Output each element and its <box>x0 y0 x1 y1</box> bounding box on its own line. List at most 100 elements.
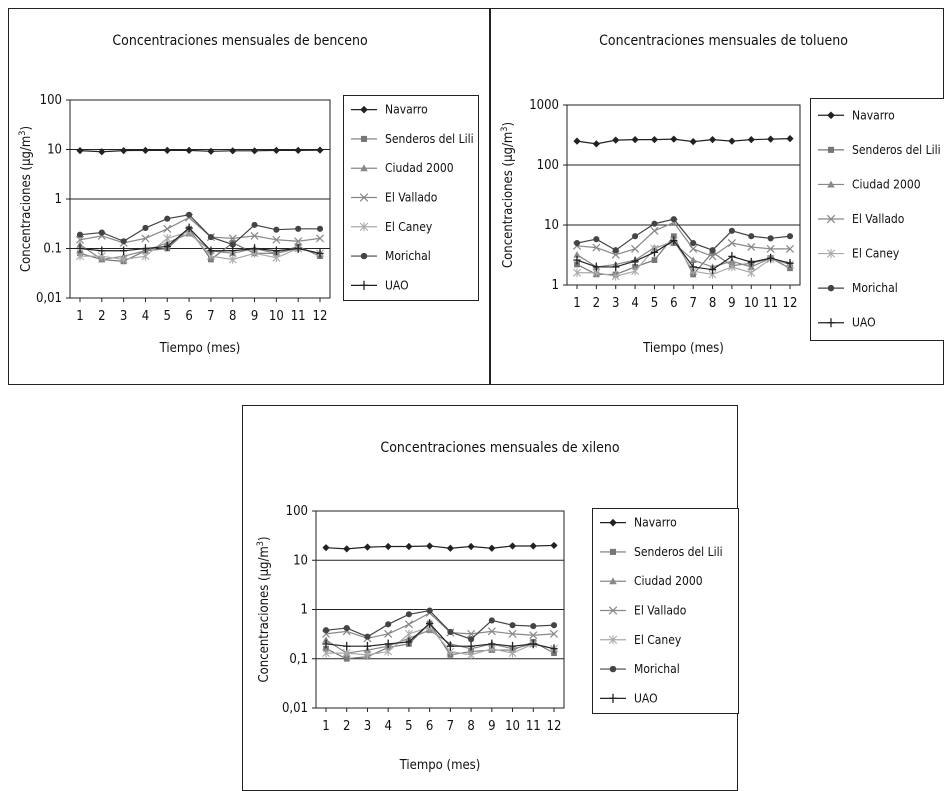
data-point <box>295 225 302 232</box>
x-tick-label: 10 <box>269 309 284 324</box>
data-point <box>650 248 659 257</box>
chart-title: Concentraciones mensuales de benceno <box>112 33 368 49</box>
legend-label: Navarro <box>634 516 677 530</box>
y-axis-title: Concentraciones (µg/m3) <box>500 122 516 268</box>
legend-label: Senderos del Lili <box>634 545 723 559</box>
data-point <box>229 246 237 256</box>
legend-marker <box>609 518 617 527</box>
data-point <box>727 239 736 248</box>
x-tick-label: 7 <box>207 309 214 324</box>
legend-item: Senderos del Lili <box>600 545 723 559</box>
legend-marker <box>827 318 835 328</box>
data-point <box>404 629 413 639</box>
y-axis-title-sup: 3 <box>500 127 510 132</box>
chart-1: Concentraciones mensuales de benceno 0,01… <box>8 8 490 385</box>
data-point <box>141 244 150 253</box>
x-tick-label: 2 <box>98 309 105 324</box>
legend-item: UAO <box>600 691 658 705</box>
data-point <box>767 253 775 263</box>
legend-marker <box>826 214 836 224</box>
data-point <box>670 236 678 245</box>
legend-marker <box>827 146 835 153</box>
data-point-stroke-b <box>529 631 538 640</box>
data-point <box>766 244 775 253</box>
legend-item: UAO <box>818 316 876 330</box>
data-point <box>747 268 756 278</box>
data-point <box>786 233 794 240</box>
legend-item: El Caney <box>351 220 433 234</box>
x-tick-label: 6 <box>185 309 192 324</box>
series-line <box>325 609 555 640</box>
data-point <box>612 262 620 272</box>
data-point <box>529 542 537 550</box>
data-point <box>343 641 351 651</box>
series-5 <box>76 227 324 264</box>
data-point <box>747 242 756 252</box>
data-point <box>748 233 755 240</box>
legend-label: Morichal <box>385 249 431 263</box>
legend-item: Ciudad 2000 <box>600 574 703 588</box>
legend-label: Ciudad 2000 <box>852 177 921 191</box>
legend-marker <box>609 548 617 555</box>
data-point-stroke-b <box>404 620 413 629</box>
data-point <box>611 250 620 259</box>
y-tick-label: 0.1 <box>43 242 62 257</box>
data-point <box>272 246 280 256</box>
x-tick-label: 3 <box>364 719 371 734</box>
data-point <box>207 246 215 256</box>
series-4 <box>321 608 559 643</box>
series-line <box>576 218 791 251</box>
data-point-stroke-b <box>592 243 601 252</box>
data-point <box>426 619 434 628</box>
data-point <box>670 233 677 240</box>
legend-item: El Vallado <box>600 604 687 618</box>
data-point <box>728 257 736 265</box>
data-point <box>767 135 775 143</box>
data-point <box>343 545 351 553</box>
data-point <box>98 229 105 236</box>
legend-marker <box>360 280 368 290</box>
x-tick-label: 12 <box>313 309 328 324</box>
data-point <box>650 136 659 144</box>
y-tick-label: 0,1 <box>289 652 308 667</box>
data-point-stroke-b <box>766 244 775 253</box>
chart-title: Concentraciones mensuales de xileno <box>380 440 619 456</box>
y-axis-title: Concentraciones (µg/m3) <box>256 536 272 682</box>
legend-label: UAO <box>385 278 409 292</box>
data-point <box>631 244 640 253</box>
series-7 <box>76 223 324 258</box>
data-point <box>316 248 324 258</box>
y-tick-label: 10 <box>47 143 62 158</box>
data-point <box>689 244 698 253</box>
legend-label: El Caney <box>385 220 433 234</box>
data-point <box>426 607 433 614</box>
legend-marker-stroke-b <box>608 606 618 615</box>
legend-marker <box>827 284 835 292</box>
series-line <box>326 626 555 656</box>
legend-item: El Vallado <box>351 191 438 205</box>
data-point <box>120 246 128 256</box>
legend-marker <box>360 164 368 172</box>
y-tick-label: 1 <box>552 278 559 293</box>
data-point <box>98 148 106 156</box>
data-point <box>294 244 302 253</box>
data-point <box>651 220 658 227</box>
data-point <box>447 628 454 636</box>
data-point <box>728 227 735 234</box>
data-point <box>747 257 755 267</box>
x-tick-label: 2 <box>593 296 600 311</box>
data-point <box>76 147 84 155</box>
y-axis-title-end: ) <box>19 126 34 131</box>
data-point <box>164 215 171 222</box>
data-point <box>250 147 259 155</box>
data-point <box>727 262 736 272</box>
data-point <box>708 252 717 261</box>
data-point <box>364 633 371 640</box>
data-point <box>786 258 794 268</box>
data-point-stroke-b <box>250 231 259 240</box>
data-point-stroke-b <box>727 239 736 248</box>
legend-item: Ciudad 2000 <box>351 161 454 175</box>
plot-area <box>69 99 331 299</box>
data-point <box>650 226 659 235</box>
y-axis-title-end: ) <box>501 122 516 127</box>
